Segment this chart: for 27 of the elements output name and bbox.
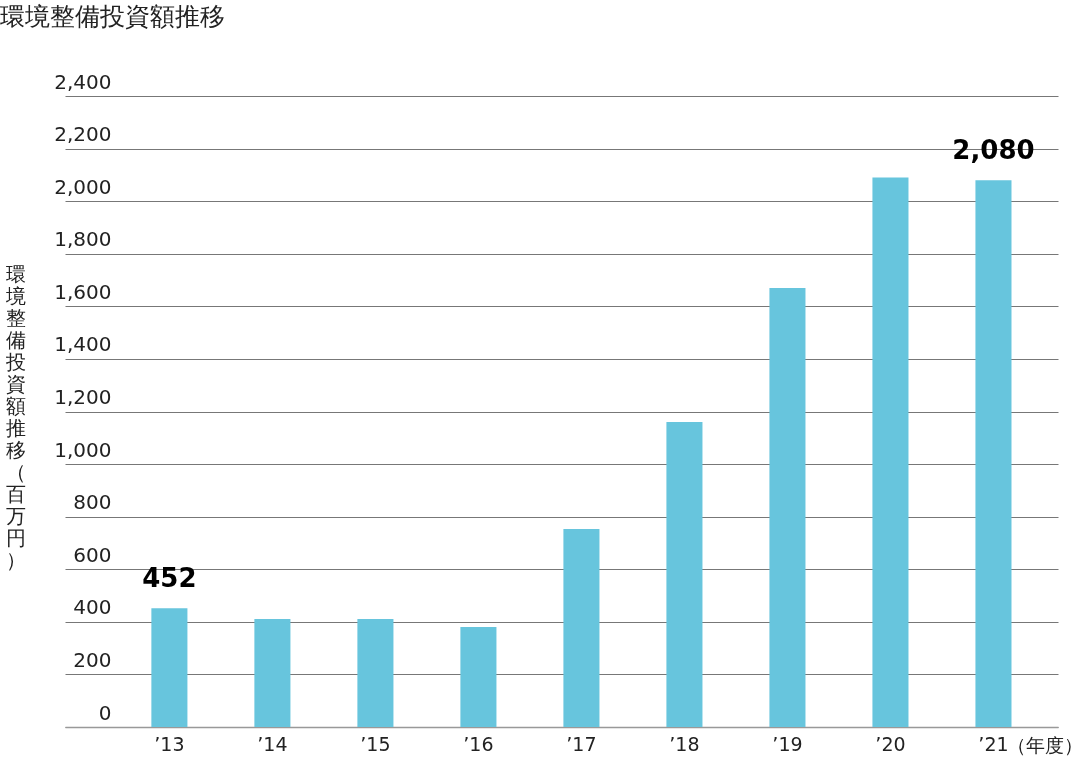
y-tick-label: 1,600 <box>54 279 112 304</box>
x-tick-label: ’20 <box>875 732 906 755</box>
y-tick-label: 600 <box>73 542 112 567</box>
x-tick-label: ’17 <box>566 732 597 755</box>
y-tick-label: 2,400 <box>54 69 112 94</box>
data-label: 2,080 <box>952 135 1035 166</box>
x-tick-label: ’16 <box>463 732 494 755</box>
x-tick-label: ’15 <box>360 732 391 755</box>
y-tick-label: 1,200 <box>54 385 112 409</box>
y-tick-label: 1,000 <box>54 437 112 462</box>
x-tick-label: ’21 <box>978 732 1009 755</box>
x-tick-label: ’13 <box>154 732 185 755</box>
text: 環境整備投資額推移（百万円） <box>5 261 26 572</box>
x-axis-title: （年度） <box>1006 733 1081 756</box>
x-tick-label: ’18 <box>669 732 700 755</box>
y-tick-label: 1,400 <box>54 332 112 357</box>
y-tick-label: 2,000 <box>54 174 112 199</box>
y-tick-label: 400 <box>73 595 112 620</box>
y-tick-label: 800 <box>73 490 112 515</box>
data-label: 452 <box>142 563 197 594</box>
y-tick-label: 200 <box>73 647 112 672</box>
x-tick-label: ’19 <box>772 732 803 755</box>
y-tick-label: 2,200 <box>54 122 112 147</box>
x-tick-label: ’14 <box>257 732 288 755</box>
chart-title: 環境整備投資額推移 <box>0 2 225 31</box>
y-tick-label: 0 <box>98 700 112 725</box>
y-tick-label: 1,800 <box>54 227 112 252</box>
